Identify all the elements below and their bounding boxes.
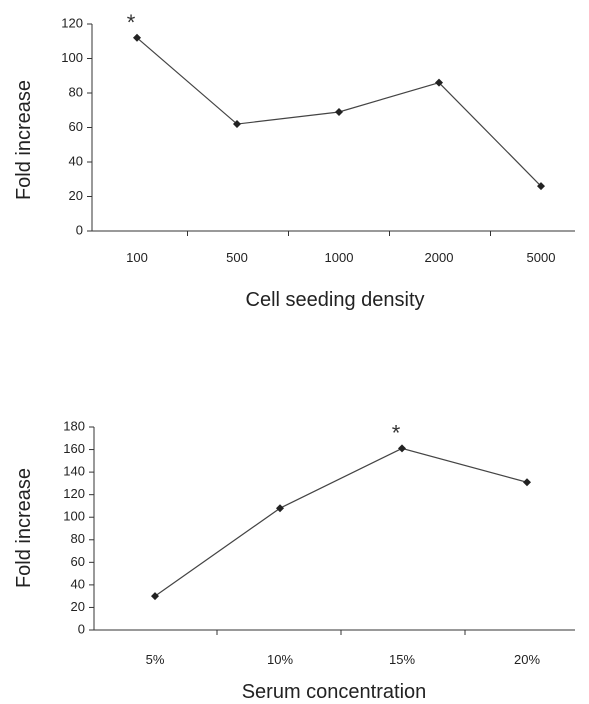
x-tick-label: 5000 [527,250,556,265]
y-tick-label: 40 [71,576,85,591]
x-axis-title: Serum concentration [242,681,427,703]
data-point [523,478,531,487]
series-line [154,447,528,597]
y-tick-label: 60 [69,119,83,134]
x-tick-label: 15% [389,652,415,667]
y-tick-label: 20 [69,188,83,203]
data-point [133,33,141,42]
data-point [537,182,545,191]
x-tick-label: 20% [514,652,540,667]
data-point [398,444,406,453]
y-tick-label: 120 [61,15,83,30]
data-point [276,504,284,513]
x-tick-label: 500 [226,250,248,265]
significance-marker: * [127,10,136,35]
y-tick-label: 60 [71,554,85,569]
chart-cell-seeding-density: Fold increase Cell seeding density 0 20 40… [13,10,575,311]
x-tick-label: 2000 [425,250,454,265]
data-point [233,120,241,129]
y-tick-label: 40 [69,153,83,168]
data-point [335,107,343,116]
y-tick-label: 180 [63,418,85,433]
y-tick-label: 80 [71,531,85,546]
y-tick-label: 0 [76,222,83,237]
y-tick-label: 120 [63,486,85,501]
y-tick-label: 140 [63,464,85,479]
y-tick-label: 0 [78,621,85,636]
data-point [151,592,159,601]
x-tick-label: 5% [146,652,165,667]
y-tick-label: 160 [63,441,85,456]
y-axis-title: Fold increase [13,468,35,588]
y-tick-label: 100 [61,50,83,65]
x-tick-label: 10% [267,652,293,667]
x-tick-label: 1000 [325,250,354,265]
y-tick-label: 80 [69,84,83,99]
chart-serum-concentration: Fold increase Serum concentration 0 20 40 6… [13,418,575,703]
y-tick-label: 20 [71,599,85,614]
y-tick-label: 100 [63,509,85,524]
x-tick-label: 100 [126,250,148,265]
y-axis-title: Fold increase [13,80,35,200]
x-axis-title: Cell seeding density [246,289,425,311]
significance-marker: * [392,420,401,445]
data-point [435,78,443,87]
